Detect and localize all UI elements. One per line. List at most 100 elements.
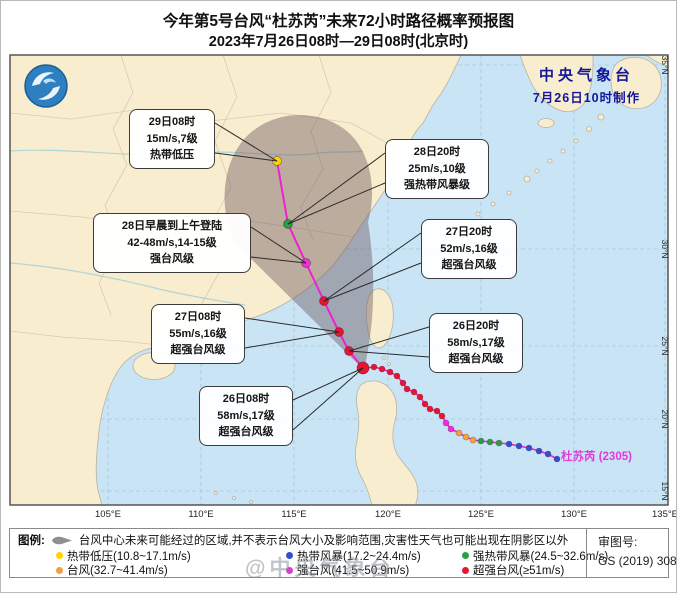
lat-tick-label: 30°N (660, 240, 670, 259)
cone-legend-icon (50, 535, 74, 546)
callout-line: 15m/s,7级 (146, 132, 198, 145)
history-track-point (495, 439, 503, 447)
callout-line: 58m/s,17级 (217, 409, 275, 422)
watermark: @中央气象台 (245, 557, 395, 580)
history-track-point (426, 405, 434, 413)
callout-line: 55m/s,16级 (169, 327, 227, 340)
callout-line: 超强台风级 (441, 259, 497, 271)
rivers (10, 149, 364, 306)
lat-tick-label: 15°N (660, 482, 670, 501)
history-track-point (535, 447, 543, 455)
legend-item: 超强台风(≥51m/s) (462, 562, 564, 578)
ryukyu-islands (450, 113, 605, 234)
history-track-point (469, 436, 477, 444)
history-track-point (442, 419, 450, 427)
legend-item-label: 台风(32.7~41.4m/s) (67, 565, 168, 577)
forecast-callout: 28日20时 25m/s,10级 强热带风暴级 (385, 139, 489, 199)
callout-leader-line (287, 152, 386, 225)
legend-dot-icon (56, 552, 63, 559)
callout-line: 强台风级 (150, 253, 194, 265)
map-review-number: 审图号: GS (2019) 3082号 (598, 533, 677, 570)
korea-peninsula (519, 55, 594, 113)
issue-time: 7月26日10时制作 (532, 91, 641, 105)
page-title: 今年第5号台风“杜苏芮”未来72小时路径概率预报图 (162, 13, 515, 30)
callout-line: 52m/s,16级 (440, 242, 498, 255)
review-value: GS (2019) 3082号 (598, 553, 677, 568)
callout-line: 42-48m/s,14-15级 (127, 236, 217, 249)
history-track-point (421, 400, 429, 408)
legend-item-label: 热带风暴(17.2~24.4m/s) (297, 550, 421, 563)
callout-leader-lines (214, 122, 430, 431)
callout-leader-line (287, 182, 386, 225)
legend-panel: 图例: 台风中心未来可能经过的区域,并不表示台风大小及影响范围,灾害性天气也可能… (9, 528, 676, 578)
lon-tick-label: 130°E (561, 509, 587, 520)
page-subtitle-daterange: 2023年7月26日08时—29日08时(北京时) (208, 34, 469, 50)
history-track-point (462, 433, 470, 441)
mainland-china-coast (10, 55, 462, 505)
review-label: 审图号: (598, 535, 638, 549)
history-track-point (455, 429, 463, 437)
history-track-point (447, 425, 455, 433)
legend-divider (586, 529, 587, 577)
lat-tick-label: 25°N (660, 337, 670, 356)
lon-tick-label: 135°E (652, 509, 677, 520)
probability-cone (224, 115, 374, 370)
legend-item-label: 热带低压(10.8~17.1m/s) (67, 550, 191, 563)
callout-leader-line (323, 232, 422, 302)
history-track-point (486, 438, 494, 446)
history-track-point (438, 412, 446, 420)
callout-line: 27日20时 (445, 226, 493, 238)
callout-line: 58m/s,17级 (447, 336, 505, 349)
legend-item: 台风(32.7~41.4m/s) (56, 562, 286, 578)
history-track-point (433, 407, 441, 415)
callout-leader-line (214, 122, 278, 162)
callout-line: 超强台风级 (448, 353, 504, 365)
lat-tick-label: 20°N (660, 410, 670, 429)
legend-dot-icon (56, 566, 63, 574)
legend-item: 热带风暴(17.2~24.4m/s) (286, 548, 462, 564)
history-track-point (370, 363, 378, 371)
callout-line: 超强台风级 (218, 426, 274, 438)
callout-leader-line (348, 350, 430, 358)
legend-item: 强热带风暴(24.5~32.6m/s) (462, 548, 608, 564)
legend-item-label: 强热带风暴(24.5~32.6m/s) (473, 550, 609, 563)
callout-leader-line (244, 317, 340, 333)
legend-dot-icon (462, 552, 469, 559)
agency-name: 中央气象台 (538, 67, 634, 84)
callout-line: 热带低压 (150, 149, 194, 161)
history-track-point (515, 442, 523, 450)
callout-leader-line (250, 226, 307, 264)
jeju-island (537, 118, 555, 128)
callout-leader-line (244, 331, 340, 349)
callout-line: 25m/s,10级 (408, 162, 466, 175)
forecast-callout: 29日08时 15m/s,7级 热带低压 (129, 109, 215, 169)
cma-logo-icon (24, 64, 68, 108)
history-track-point (553, 455, 561, 463)
kyushu-island (610, 57, 662, 110)
legend-item-label: 强台风(41.5~50.9m/s) (297, 565, 410, 577)
lon-tick-label: 125°E (468, 509, 494, 520)
callout-leader-line (348, 326, 430, 352)
history-track-point (399, 379, 407, 387)
agency-credit: 中央气象台 7月26日10时制作 (499, 64, 674, 106)
honshu-corner (645, 55, 668, 68)
history-track-point (505, 440, 513, 448)
forecast-callout: 27日20时 52m/s,16级 超强台风级 (421, 219, 517, 279)
history-track-point (544, 450, 552, 458)
lon-tick-label: 120°E (375, 509, 401, 520)
history-track-point (416, 393, 424, 401)
history-track-point (477, 437, 485, 445)
legend-item: 热带低压(10.8~17.1m/s) (56, 548, 286, 564)
forecast-callout: 28日早晨到上午登陆 42-48m/s,14-15级 强台风级 (93, 213, 251, 273)
history-track-point (386, 368, 394, 376)
callout-line: 27日08时 (174, 311, 222, 323)
forecast-callout: 27日08时 55m/s,16级 超强台风级 (151, 304, 245, 364)
callout-line: 29日08时 (148, 116, 196, 128)
callout-leader-line (323, 262, 422, 302)
history-track-point (378, 365, 386, 373)
taiwan-island (365, 288, 394, 349)
axis-tick-labels: 105°E 110°E 115°E 120°E 125°E 130°E 135°E 35°N 3… (95, 56, 677, 521)
callout-line: 强热带风暴级 (404, 179, 470, 191)
history-track-point (410, 388, 418, 396)
